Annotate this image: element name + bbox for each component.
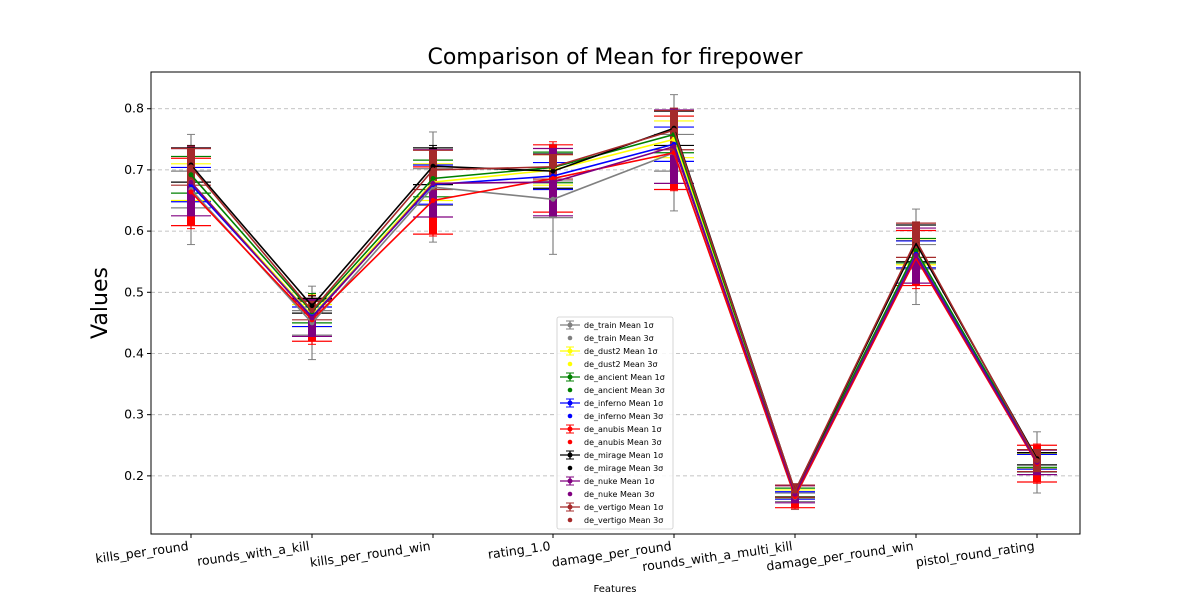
y-tick-label: 0.4: [124, 345, 144, 360]
legend-label: de_train Mean 3σ: [584, 334, 654, 343]
data-point: [550, 175, 556, 181]
legend-box: [556, 316, 674, 530]
data-point: [188, 189, 194, 195]
legend-swatch-3sigma: [567, 413, 573, 419]
data-point: [550, 164, 556, 170]
legend-label: de_inferno Mean 1σ: [584, 399, 663, 408]
x-tick-label: rating_1.0: [487, 538, 552, 562]
x-tick-label: pistol_round_rating: [915, 538, 1036, 570]
legend-swatch-3sigma: [567, 465, 573, 471]
data-point: [550, 196, 556, 202]
chart-title: Comparison of Mean for firepower: [427, 45, 803, 70]
y-tick-label: 0.5: [124, 284, 144, 299]
data-point: [430, 198, 436, 204]
x-axis-label: Features: [594, 584, 637, 595]
data-point: [430, 163, 436, 169]
legend: de_train Mean 1σ de_train Mean 3σ de_dust2…: [556, 316, 674, 530]
legend-label: de_inferno Mean 3σ: [584, 412, 663, 421]
x-tick-label: rounds_with_a_kill: [196, 538, 310, 569]
y-tick-label: 0.8: [124, 101, 144, 116]
data-point: [309, 303, 315, 309]
data-point: [188, 179, 194, 185]
legend-swatch-1sigma: [567, 322, 573, 328]
data-point: [913, 253, 919, 259]
legend-swatch-1sigma: [567, 400, 573, 406]
x-tick-label: kills_per_round_win: [309, 538, 432, 570]
data-point: [430, 180, 436, 186]
legend-swatch-3sigma: [567, 387, 573, 393]
legend-label: de_anubis Mean 3σ: [584, 438, 662, 447]
y-tick-label: 0.6: [124, 223, 144, 238]
legend-label: de_ancient Mean 3σ: [584, 386, 665, 395]
legend-label: de_dust2 Mean 3σ: [584, 360, 658, 369]
y-axis-label: Values: [88, 267, 113, 339]
data-point: [671, 127, 677, 133]
data-point: [671, 144, 677, 150]
series-line-de_nuke: [190, 145, 1038, 497]
data-point: [913, 237, 919, 243]
legend-label: de_mirage Mean 3σ: [584, 464, 663, 473]
legend-swatch-1sigma: [567, 452, 573, 458]
legend-swatch-3sigma: [567, 361, 573, 367]
data-point: [188, 164, 194, 170]
legend-label: de_mirage Mean 1σ: [584, 451, 663, 460]
series-line-de_mirage: [190, 127, 1038, 494]
data-point: [1034, 458, 1040, 464]
series-line-de_ancient: [190, 133, 1038, 495]
series-line-de_anubis: [190, 151, 1038, 499]
legend-swatch-3sigma: [567, 517, 573, 523]
legend-swatch-3sigma: [567, 439, 573, 445]
data-point: [188, 172, 194, 178]
legend-label: de_ancient Mean 1σ: [584, 373, 665, 382]
legend-swatch-1sigma: [567, 426, 573, 432]
legend-label: de_vertigo Mean 3σ: [584, 516, 663, 525]
legend-label: de_nuke Mean 3σ: [584, 490, 654, 499]
legend-swatch-3sigma: [567, 335, 573, 341]
y-tick-label: 0.3: [124, 407, 144, 422]
y-tick-label: 0.2: [124, 468, 144, 483]
data-point: [430, 167, 436, 173]
series-line-de_vertigo: [190, 129, 1038, 494]
legend-swatch-3sigma: [567, 491, 573, 497]
legend-label: de_train Mean 1σ: [584, 321, 654, 330]
data-point: [309, 308, 315, 314]
y-tick-label: 0.7: [124, 162, 144, 177]
legend-label: de_anubis Mean 1σ: [584, 425, 662, 434]
series-layer: [171, 94, 1057, 511]
data-point: [309, 315, 315, 321]
data-point: [550, 179, 556, 185]
data-point: [430, 175, 436, 181]
data-point: [792, 488, 798, 494]
data-point: [550, 168, 556, 174]
legend-swatch-1sigma: [567, 374, 573, 380]
legend-label: de_nuke Mean 1σ: [584, 477, 654, 486]
legend-swatch-1sigma: [567, 348, 573, 354]
data-point: [913, 248, 919, 254]
plot-frame: [150, 71, 1081, 535]
legend-swatch-1sigma: [567, 478, 573, 484]
x-tick-label: kills_per_round: [95, 538, 190, 566]
legend-label: de_vertigo Mean 1σ: [584, 503, 663, 512]
legend-label: de_dust2 Mean 1σ: [584, 347, 658, 356]
legend-swatch-1sigma: [567, 504, 573, 510]
